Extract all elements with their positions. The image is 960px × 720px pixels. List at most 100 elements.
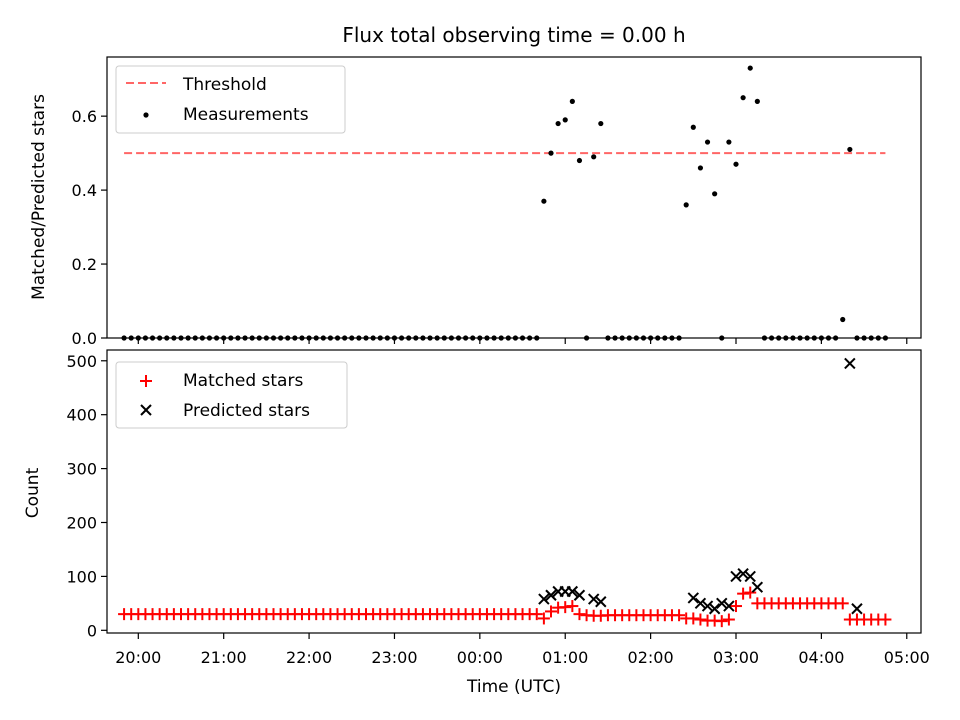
- top-y-tick-label: 0.6: [72, 107, 97, 126]
- bottom-y-ticks: 0 100 200 300 400 500: [66, 352, 107, 640]
- matched-star-marker: [715, 615, 728, 628]
- legend-predicted-swatch: [140, 404, 152, 416]
- bottom-y-tick-label: 500: [66, 352, 97, 371]
- predicted-star-marker: [851, 603, 863, 615]
- matched-star-marker: [673, 609, 686, 622]
- measurement-point: [697, 165, 704, 171]
- legend-measurements-label: Measurements: [183, 105, 309, 125]
- bottom-legend: Matched stars Predicted stars: [115, 361, 348, 429]
- legend-matched-label: Matched stars: [183, 371, 303, 391]
- matched-star-marker: [573, 608, 586, 621]
- predicted-star-marker: [566, 585, 579, 598]
- matched-star-marker: [694, 613, 707, 626]
- measurement-point: [747, 65, 753, 71]
- measurement-point: [548, 150, 554, 156]
- predicted-star-marker: [716, 597, 728, 610]
- predicted-star-marker: [545, 589, 557, 601]
- predicted-star-marker: [595, 596, 607, 608]
- top-y-tick-label: 0.0: [72, 329, 97, 348]
- measurement-point: [847, 146, 853, 153]
- predicted-star-marker: [723, 600, 735, 612]
- matched-star-marker: [559, 601, 572, 614]
- measurement-point: [733, 161, 739, 167]
- measurement-point: [704, 139, 711, 145]
- bottom-y-tick-label: 400: [66, 406, 97, 425]
- measurement-point: [726, 139, 732, 145]
- predicted-star-marker: [730, 570, 742, 583]
- x-tick-label: 20:00: [115, 648, 161, 667]
- top-y-tick-label: 0.4: [72, 181, 97, 200]
- measurement-point: [840, 316, 846, 323]
- measurement-point: [591, 154, 597, 160]
- predicted-star-marker: [744, 570, 756, 583]
- measurement-point: [712, 191, 718, 197]
- measurement-point: [740, 95, 746, 101]
- measurement-point: [690, 124, 696, 130]
- top-x-ticks: [137, 338, 908, 344]
- bottom-y-tick-label: 100: [66, 567, 97, 586]
- measurement-point: [569, 98, 575, 104]
- bottom-y-tick-label: 200: [66, 513, 97, 532]
- bottom-legend-box: [115, 361, 348, 429]
- x-axis-label: Time (UTC): [466, 677, 561, 697]
- bottom-y-tick-label: 0: [87, 621, 97, 640]
- top-legend: Threshold Measurements: [115, 65, 346, 134]
- predicted-star-marker: [573, 589, 586, 601]
- legend-predicted-label: Predicted stars: [183, 401, 310, 421]
- x-tick-label: 03:00: [713, 648, 759, 667]
- bottom-plot-area: [118, 357, 892, 628]
- matched-star-marker: [566, 600, 579, 613]
- bottom-axes-frame: [106, 349, 922, 634]
- matched-star-marker: [836, 597, 849, 610]
- top-y-tick-label: 0.2: [72, 255, 97, 274]
- predicted-star-marker: [708, 603, 721, 615]
- measurement-point: [598, 120, 604, 127]
- matched-star-marker: [537, 612, 550, 625]
- x-tick-label: 00:00: [457, 648, 503, 667]
- top-y-ticks: 0.0 0.2 0.4 0.6: [72, 107, 107, 348]
- top-panel: 0.0 0.2 0.4 0.6 Matched/Predicted stars Thr…: [29, 56, 922, 348]
- measurement-point: [576, 157, 583, 164]
- measurement-point: [541, 198, 547, 204]
- matched-star-marker: [744, 586, 757, 599]
- legend-matched-swatch: [140, 375, 152, 387]
- measurement-point: [683, 202, 689, 208]
- bottom-x-ticks: 20:00 21:00 22:00 23:00 00:00 01:00 02:00 03:00…: [115, 633, 930, 667]
- predicted-star-marker: [538, 593, 550, 605]
- top-axes-frame: [106, 56, 922, 339]
- x-tick-label: 02:00: [628, 648, 674, 667]
- predicted-star-marker: [701, 600, 714, 612]
- matched-star-marker: [687, 612, 700, 625]
- bottom-panel: 0 100 200 300 400 500 20:00 21:00 22:00 23:00 00:…: [23, 349, 930, 697]
- matched-star-marker: [722, 613, 735, 626]
- predicted-star-marker: [844, 357, 856, 370]
- top-plot-area: [121, 65, 889, 341]
- x-tick-label: 04:00: [798, 648, 844, 667]
- predicted-star-marker: [687, 592, 700, 604]
- top-legend-box: [115, 65, 346, 134]
- matched-star-marker: [530, 608, 543, 621]
- measurement-point: [562, 117, 568, 123]
- predicted-star-marker: [694, 597, 707, 610]
- x-tick-label: 05:00: [884, 648, 930, 667]
- measurement-point: [754, 98, 760, 104]
- matched-star-marker: [879, 613, 892, 626]
- bottom-y-axis-label: Count: [23, 467, 43, 518]
- x-tick-label: 22:00: [286, 648, 332, 667]
- matched-star-marker: [545, 605, 557, 618]
- matched-star-marker: [730, 600, 742, 613]
- bottom-y-tick-label: 300: [66, 460, 97, 479]
- chart-title: Flux total observing time = 0.00 h: [342, 23, 685, 47]
- matched-star-marker: [737, 587, 750, 600]
- x-tick-label: 01:00: [542, 648, 588, 667]
- measurement-point: [555, 120, 561, 127]
- predicted-star-marker: [737, 567, 749, 580]
- legend-threshold-label: Threshold: [182, 75, 267, 95]
- top-y-axis-label: Matched/Predicted stars: [29, 94, 49, 300]
- x-tick-label: 23:00: [371, 648, 417, 667]
- x-tick-label: 21:00: [201, 648, 247, 667]
- legend-measurements-swatch: [143, 112, 149, 118]
- predicted-star-marker: [587, 593, 600, 605]
- predicted-star-marker: [751, 581, 764, 593]
